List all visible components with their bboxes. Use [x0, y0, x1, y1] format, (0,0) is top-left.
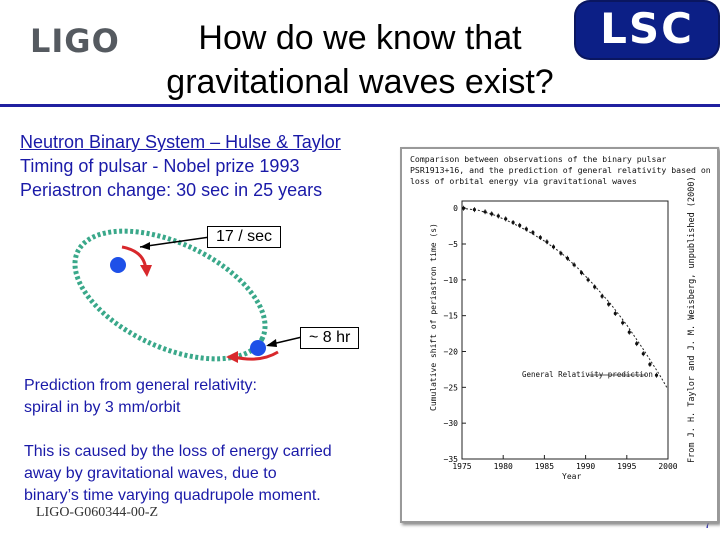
prediction-line-2: spiral in by 3 mm/orbit: [24, 399, 181, 416]
pointer-head-bottom: [266, 339, 277, 347]
x-tick-label: 2000: [658, 462, 677, 471]
periastron-plot-panel: Comparison between observations of the b…: [400, 147, 719, 523]
gr-prediction-curve: [461, 207, 669, 390]
plot-caption-line-2: PSR1913+16, and the prediction of genera…: [410, 165, 711, 175]
plot-caption-line-1: Comparison between observations of the b…: [410, 154, 667, 164]
explanation-line-1: This is caused by the loss of energy car…: [24, 443, 332, 460]
intro-line-1: Neutron Binary System – Hulse & Taylor: [20, 132, 341, 152]
y-tick-label: −5: [448, 240, 458, 249]
title-line-1: How do we know that: [198, 19, 522, 57]
orbit-diagram: [72, 228, 303, 363]
x-tick-label: 1980: [494, 462, 513, 471]
explanation-line-3: binary’s time varying quadrupole moment.: [24, 487, 321, 504]
plot-caption-line-3: loss of orbital energy via gravitational…: [410, 176, 637, 186]
header-rule: [0, 104, 720, 107]
x-tick-label: 1975: [452, 462, 471, 471]
intro-line-2: Timing of pulsar - Nobel prize 1993: [20, 156, 300, 176]
callout-pulse-rate: 17 / sec: [207, 226, 282, 248]
plot-frame: [461, 200, 669, 460]
x-tick-label: 1990: [576, 462, 595, 471]
y-tick-label: −25: [444, 383, 459, 392]
y-axis-label: Cumulative shift of periastron time (s): [429, 223, 438, 411]
x-tick-label: 1995: [617, 462, 636, 471]
y-tick-label: −30: [444, 419, 459, 428]
pointer-head-top: [140, 242, 150, 250]
motion-arrowhead-upper: [140, 265, 152, 277]
pulsar-star: [110, 257, 126, 273]
prediction-line-1: Prediction from general relativity:: [24, 377, 257, 394]
page-number: 7: [704, 515, 712, 531]
title-line-2: gravitational waves exist?: [166, 63, 554, 101]
callout-orbit-period: ~ 8 hr: [300, 327, 360, 349]
slide-title: How do we know that gravitational waves …: [140, 16, 580, 104]
motion-arrowhead-lower: [226, 351, 238, 363]
companion-star: [250, 340, 266, 356]
y-tick-label: −10: [444, 276, 459, 285]
x-tick-label: 1985: [535, 462, 554, 471]
ligo-logo: LIGO: [30, 22, 120, 60]
x-axis-label: Year: [562, 472, 581, 481]
pointer-line-top: [139, 236, 211, 248]
y-tick-label: −35: [444, 455, 459, 464]
y-tick-label: −20: [444, 348, 459, 357]
motion-arrow-lower: [233, 350, 279, 361]
lsc-logo: LSC: [576, 2, 718, 58]
y-tick-label: 0: [453, 204, 458, 213]
orbit-ellipse: [72, 228, 268, 362]
y-tick-label: −15: [444, 312, 459, 321]
intro-line-3: Periastron change: 30 sec in 25 years: [20, 180, 323, 200]
periastron-chart: 0 −5 −10 −15 −20 −25 −30 −35 1975 1980 1985 1990 19…: [429, 176, 697, 481]
explanation-line-2: away by gravitational waves, due to: [24, 465, 277, 482]
curve-label: General Relativity prediction: [522, 370, 653, 379]
side-credit: From J. H. Taylor and J. M. Weisberg, un…: [687, 176, 697, 463]
document-id: LIGO-G060344-00-Z: [36, 505, 159, 520]
lsc-logo-text: LSC: [600, 4, 694, 53]
